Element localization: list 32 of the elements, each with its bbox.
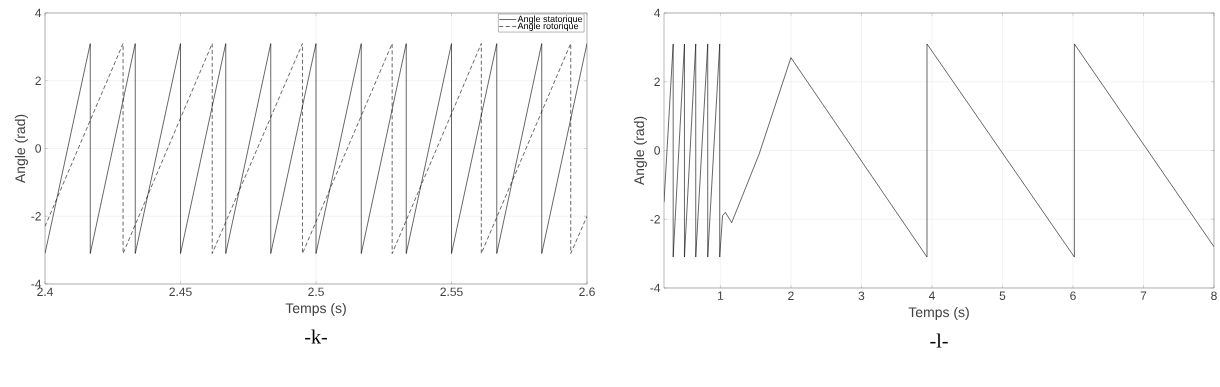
y-tick-label: 2 — [654, 77, 660, 86]
x-axis-title: Temps (s) — [908, 306, 969, 320]
x-tick-label: 2.6 — [579, 287, 595, 297]
line-series — [664, 43, 1214, 258]
x-tick-label: 4 — [928, 291, 935, 300]
y-tick-label: 4 — [35, 8, 42, 18]
text: -l- — [930, 333, 948, 348]
x-tick-label: 2.55 — [440, 287, 463, 297]
y-tick-label: -2 — [31, 212, 41, 221]
y-tick-label: -4 — [650, 283, 661, 293]
legend-label: Angle rotorique — [517, 22, 579, 31]
x-tick-label: 3 — [858, 291, 865, 301]
x-tick-label: 2 — [788, 291, 794, 300]
y-tick-label: 4 — [654, 8, 661, 18]
y-tick-label: -2 — [650, 215, 660, 224]
y-axis-title: Angle (rad) — [633, 116, 647, 186]
x-tick-label: 2.45 — [169, 287, 192, 297]
x-tick-label: 1 — [717, 291, 724, 300]
legend-label: Angle statorique — [517, 15, 583, 24]
y-tick-label: 2 — [35, 76, 41, 85]
y-tick-label: 0 — [35, 144, 42, 153]
x-tick-label: 6 — [1070, 291, 1076, 301]
y-tick-label: 0 — [654, 146, 661, 155]
x-tick-label: 2.4 — [37, 287, 53, 296]
x-axis-title: Temps (s) — [285, 302, 346, 316]
x-tick-label: 8 — [1211, 291, 1217, 301]
x-tick-label: 2.5 — [308, 287, 324, 297]
y-tick-label: -4 — [31, 279, 42, 289]
x-tick-label: 5 — [999, 291, 1006, 300]
text: -k- — [305, 329, 327, 344]
y-axis-title: Angle (rad) — [14, 114, 28, 184]
x-tick-label: 7 — [1140, 291, 1147, 300]
